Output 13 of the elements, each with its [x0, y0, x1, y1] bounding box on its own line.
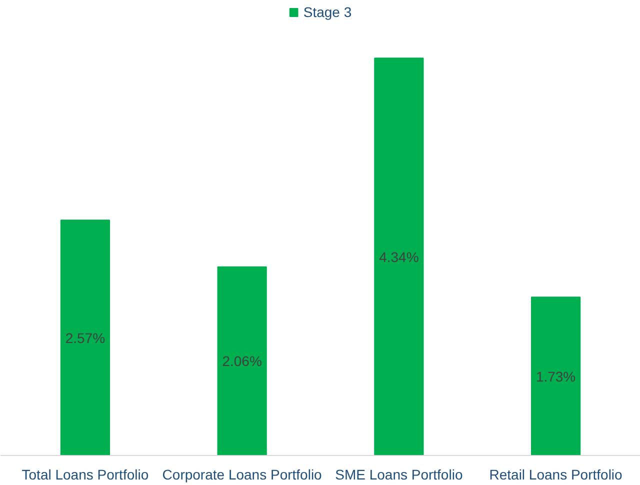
data-label: 1.73%: [536, 368, 576, 384]
data-label: 2.57%: [65, 330, 106, 346]
data-label: 2.06%: [222, 353, 262, 370]
x-tick-label: Retail Loans Portfolio: [489, 466, 623, 482]
data-label: 4.34%: [379, 248, 419, 265]
bar: [374, 58, 424, 456]
bar: [60, 220, 110, 456]
bar: [217, 266, 267, 456]
x-tick-label: SME Loans Portfolio: [335, 466, 463, 482]
bar: [530, 296, 581, 456]
legend-label: Stage 3: [303, 4, 352, 20]
x-tick-label: Corporate Loans Portfolio: [162, 466, 322, 482]
x-tick-label: Total Loans Portfolio: [22, 466, 149, 482]
